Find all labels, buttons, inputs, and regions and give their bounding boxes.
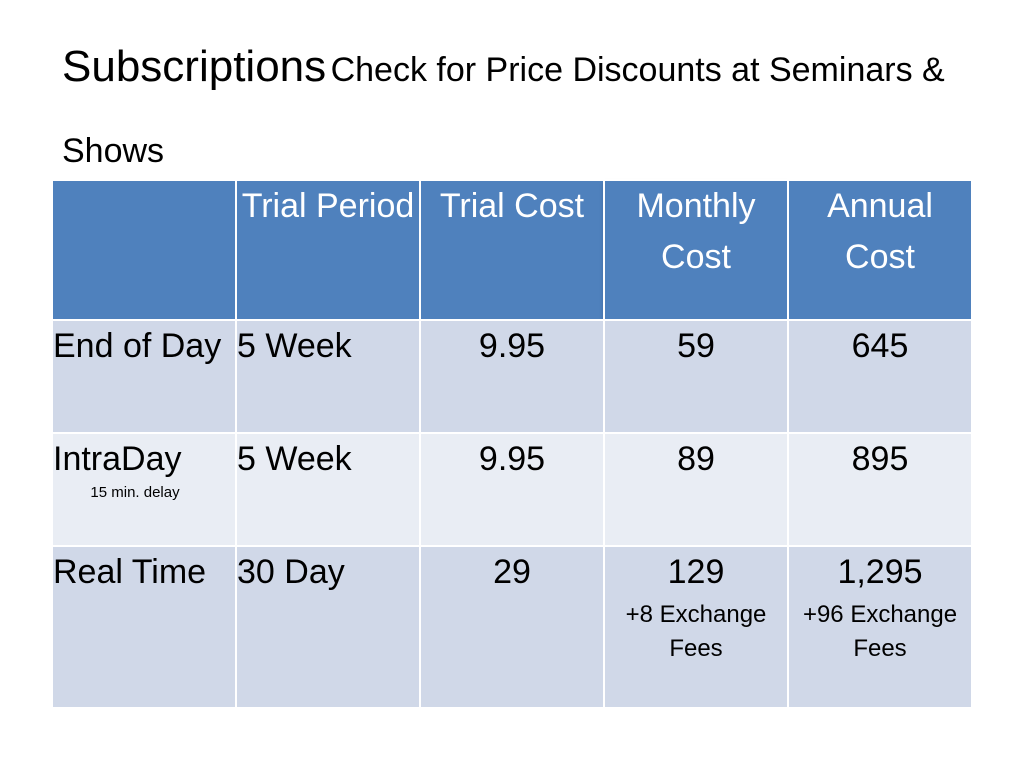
header-cell-monthly-cost: Monthly Cost (603, 179, 789, 321)
trial-cost-cell: 29 (419, 545, 605, 709)
monthly-cost-value: 129 (667, 553, 725, 591)
table-row: End of Day 5 Week 9.95 59 645 (51, 319, 973, 434)
row-note: 15 min. delay (90, 484, 180, 501)
header-row: Trial Period Trial Cost Monthly Cost Ann… (51, 179, 973, 321)
monthly-cost-cell: 59 (603, 319, 789, 434)
annual-cost-cell: 645 (787, 319, 973, 434)
annual-cost-value: 1,295 (837, 553, 923, 591)
header-cell-trial-cost: Trial Cost (419, 179, 605, 321)
trial-cost-cell: 9.95 (419, 432, 605, 547)
title-main: Subscriptions (62, 42, 327, 91)
annual-cost-cell: 895 (787, 432, 973, 547)
row-name: End of Day (53, 327, 222, 365)
row-name: IntraDay (53, 440, 182, 478)
trial-period-cell: 5 Week (235, 319, 421, 434)
header-cell-blank (51, 179, 237, 321)
trial-period-cell: 5 Week (235, 432, 421, 547)
annual-fee-note: +96 Exchange Fees (802, 601, 958, 662)
row-name-cell: End of Day (51, 319, 237, 434)
title-sub: Check for Price Discounts at Seminars & … (62, 51, 945, 170)
table-row: IntraDay 15 min. delay 5 Week 9.95 89 89… (51, 432, 973, 547)
row-name-cell: IntraDay 15 min. delay (51, 432, 237, 547)
row-name: Real Time (53, 553, 207, 591)
slide-title: Subscriptions Check for Price Discounts … (62, 30, 962, 195)
trial-cost-cell: 9.95 (419, 319, 605, 434)
monthly-cost-cell: 89 (603, 432, 789, 547)
trial-period-cell: 30 Day (235, 545, 421, 709)
annual-cost-cell: 1,295 +96 Exchange Fees (787, 545, 973, 709)
monthly-fee-note: +8 Exchange Fees (625, 601, 767, 662)
row-name-cell: Real Time (51, 545, 237, 709)
table-row: Real Time 30 Day 29 129 +8 Exchange Fees… (51, 545, 973, 709)
monthly-cost-cell: 129 +8 Exchange Fees (603, 545, 789, 709)
header-cell-trial-period: Trial Period (235, 179, 421, 321)
header-cell-annual-cost: Annual Cost (787, 179, 973, 321)
pricing-table: Trial Period Trial Cost Monthly Cost Ann… (51, 179, 973, 709)
